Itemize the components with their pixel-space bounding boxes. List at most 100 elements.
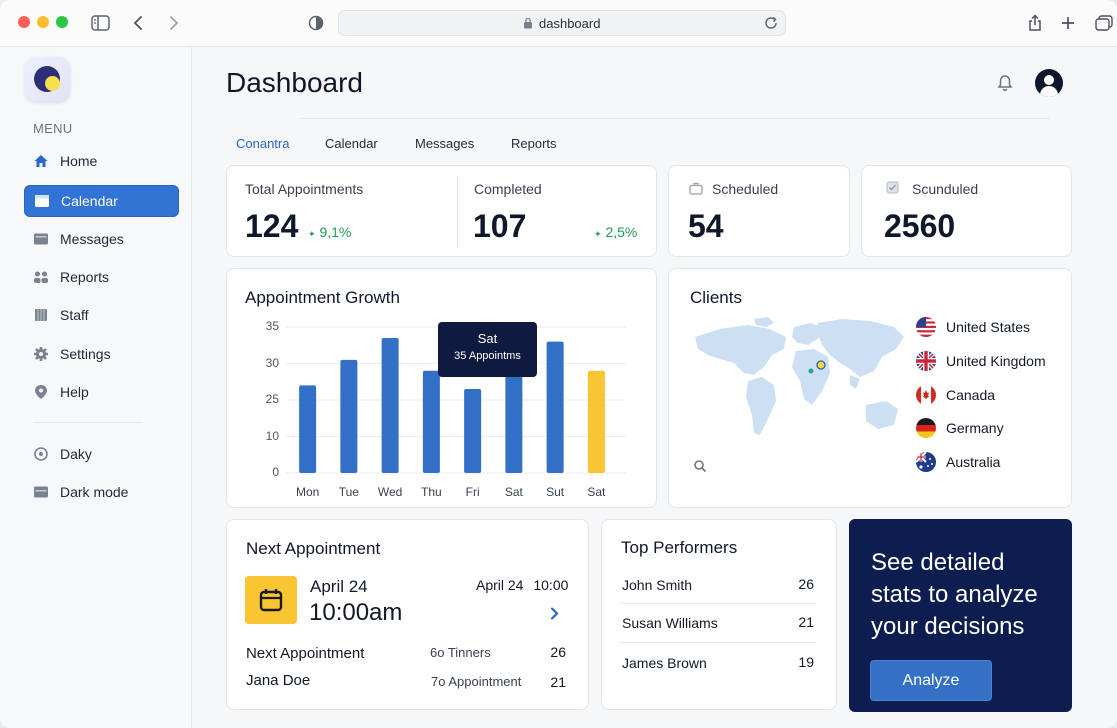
home-icon [33, 153, 49, 169]
zoom-search-icon[interactable] [693, 459, 707, 473]
performer-value: 21 [798, 614, 814, 630]
app-logo[interactable] [25, 57, 70, 102]
tab-reports[interactable]: Reports [511, 136, 557, 151]
us-flag-icon [916, 317, 936, 337]
tab-overview-icon[interactable] [1094, 13, 1114, 33]
analyze-cta-card: See detailed stats to analyze your decis… [849, 519, 1072, 712]
sidebar-item-help[interactable]: Help [24, 376, 179, 408]
tab-calendar[interactable]: Calendar [325, 136, 378, 151]
performer-value: 19 [798, 654, 814, 670]
germany-flag-icon [916, 418, 936, 438]
appointment-time: 10:00am [309, 599, 403, 626]
daky-icon [33, 446, 49, 462]
new-tab-icon[interactable] [1058, 13, 1078, 33]
next-appointment-row-value: 26 [550, 644, 566, 660]
reload-icon[interactable] [763, 15, 779, 31]
sidebar-item-label: Settings [60, 346, 111, 362]
scunduled-stats-card [861, 165, 1072, 257]
chart-bar[interactable] [505, 345, 523, 473]
next-appointment-person-value: 21 [550, 674, 566, 690]
appointment-right-date: April 24 10:00 [476, 577, 569, 593]
clients-card [668, 268, 1072, 508]
sidebar-item-staff[interactable]: Staff [24, 299, 179, 331]
sidebar-item-reports[interactable]: Reports [24, 261, 179, 293]
sidebar-item-label: Help [60, 384, 89, 400]
checkbox-icon [886, 181, 899, 194]
bell-icon[interactable] [996, 74, 1014, 97]
performer-name: John Smith [622, 577, 693, 593]
client-row-uk[interactable]: United Kingdom [916, 351, 1046, 371]
tab-conantra[interactable]: Conantra [236, 136, 290, 151]
top-performers-title: Top Performers [621, 538, 738, 557]
minimize-window-button[interactable] [37, 16, 49, 28]
scheduled-stats-card [668, 165, 850, 257]
tooltip-day: Sat [477, 331, 498, 346]
sidebar-item-label: Daky [60, 446, 92, 462]
sidebar-item-dark-mode[interactable]: Dark mode [24, 476, 179, 508]
page-title: Dashboard [226, 67, 363, 98]
chevron-right-icon[interactable] [550, 607, 559, 620]
sidebar-item-label: Reports [60, 269, 110, 285]
lock-icon [524, 17, 532, 29]
analyze-button[interactable]: Analyze [870, 660, 992, 701]
sidebar-item-calendar[interactable]: Calendar [24, 185, 179, 217]
total-appointments-label: Total Appointments [245, 181, 364, 197]
x-tick-label: Tue [338, 485, 359, 499]
sidebar-toggle-icon[interactable] [90, 13, 110, 33]
next-appointment-row-detail: 6o Tinners [430, 645, 491, 660]
chart-bar[interactable] [381, 337, 399, 473]
staff-icon [33, 307, 49, 323]
chart-bar[interactable] [587, 370, 605, 473]
messages-icon [33, 231, 49, 247]
y-tick-label: 35 [265, 319, 279, 333]
performer-divider [620, 603, 816, 604]
tooltip-text: 35 Appointms [454, 350, 521, 362]
x-tick-label: Thu [421, 485, 442, 499]
address-bar[interactable]: dashboard [338, 10, 786, 36]
back-icon[interactable] [128, 13, 148, 33]
close-window-button[interactable] [18, 16, 30, 28]
scunduled-value: 2560 [884, 208, 956, 244]
trend-up-icon: ✦ [308, 229, 316, 239]
chart-bar[interactable] [464, 389, 482, 473]
shield-privacy-icon[interactable] [306, 13, 326, 33]
maximize-window-button[interactable] [56, 16, 68, 28]
x-tick-label: Sat [587, 485, 606, 499]
next-appointment-title: Next Appointment [246, 539, 381, 558]
appointment-date: April 24 [310, 577, 368, 596]
tab-messages[interactable]: Messages [415, 136, 475, 151]
dark-mode-icon [33, 484, 49, 500]
sidebar-item-home[interactable]: Home [24, 145, 179, 177]
client-row-us[interactable]: United States [916, 317, 1030, 337]
chart-bar[interactable] [422, 370, 440, 473]
x-tick-label: Mon [295, 485, 320, 499]
completed-delta: ✦ 2,5% [594, 224, 638, 240]
sidebar-item-daky[interactable]: Daky [24, 438, 179, 470]
briefcase-icon [689, 182, 703, 195]
total-appointments-delta: ✦ 9,1% [308, 224, 352, 240]
browser-toolbar: dashboard [0, 0, 1117, 47]
completed-value: 107 [473, 208, 527, 244]
share-icon[interactable] [1025, 13, 1045, 33]
australia-flag-icon [916, 452, 936, 472]
x-tick-label: Wed [377, 485, 403, 499]
y-tick-label: 30 [265, 355, 279, 370]
user-avatar[interactable] [1035, 69, 1063, 97]
next-appointment-row-label: Next Appointment [246, 645, 365, 662]
client-row-canada[interactable]: Canada [916, 385, 995, 405]
sidebar: MENU Home Calendar Messages Reports [0, 47, 192, 728]
sidebar-item-messages[interactable]: Messages [24, 223, 179, 255]
x-tick-label: Sut [546, 485, 565, 499]
cta-text: See detailed stats to analyze your decis… [871, 549, 1038, 640]
client-row-germany[interactable]: Germany [916, 418, 1004, 438]
reports-icon [33, 269, 49, 285]
chart-bar[interactable] [299, 385, 317, 473]
forward-icon[interactable] [164, 13, 184, 33]
chart-bar[interactable] [546, 341, 564, 473]
client-row-australia[interactable]: Australia [916, 452, 1000, 472]
sidebar-item-label: Dark mode [60, 484, 129, 500]
url-text: dashboard [539, 16, 601, 31]
chart-bar[interactable] [340, 359, 358, 473]
sidebar-item-settings[interactable]: Settings [24, 338, 179, 370]
chart-tooltip: Sat 35 Appointms [438, 322, 537, 377]
